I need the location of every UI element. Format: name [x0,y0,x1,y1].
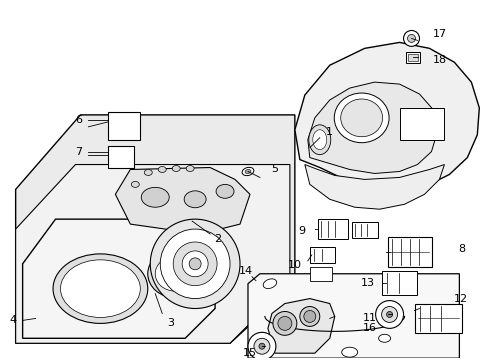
Text: 2: 2 [214,234,221,244]
Circle shape [247,332,275,360]
Circle shape [299,306,319,327]
Polygon shape [267,298,334,353]
Bar [108,146,134,167]
Bar [387,237,431,267]
Text: 12: 12 [453,293,468,303]
Circle shape [150,219,240,309]
Text: 17: 17 [431,30,446,40]
Text: 3: 3 [166,318,173,328]
Ellipse shape [131,181,139,187]
Bar [399,108,444,140]
Ellipse shape [312,130,326,150]
Polygon shape [16,165,289,343]
Ellipse shape [147,250,202,298]
Ellipse shape [184,191,205,208]
Bar [414,303,462,333]
Bar [108,112,140,140]
Text: 16: 16 [362,323,376,333]
Circle shape [189,258,201,270]
Circle shape [381,306,397,323]
Text: 4: 4 [9,315,16,325]
Circle shape [182,251,208,277]
Circle shape [303,310,315,323]
Ellipse shape [141,187,169,207]
Ellipse shape [53,254,147,323]
Circle shape [173,242,217,286]
Ellipse shape [144,170,152,175]
Ellipse shape [334,93,388,143]
Ellipse shape [263,279,276,288]
Text: 1: 1 [325,127,333,137]
Circle shape [403,31,419,46]
Polygon shape [22,219,215,338]
Ellipse shape [378,334,390,342]
Text: 9: 9 [298,226,305,236]
Bar [351,222,377,238]
Bar [381,271,416,294]
Polygon shape [115,167,249,234]
Ellipse shape [341,347,357,357]
Ellipse shape [61,260,140,318]
Ellipse shape [242,167,253,176]
Text: 15: 15 [243,348,257,358]
Bar [407,54,417,61]
Polygon shape [307,82,437,174]
Polygon shape [294,42,478,189]
Ellipse shape [186,166,194,171]
Ellipse shape [172,166,180,171]
Text: 14: 14 [239,266,253,276]
Circle shape [386,311,392,318]
Polygon shape [304,165,444,209]
Ellipse shape [244,170,250,174]
Polygon shape [16,115,294,343]
Text: 18: 18 [431,55,446,65]
Circle shape [277,316,291,330]
Ellipse shape [308,125,330,154]
Ellipse shape [216,184,234,198]
Circle shape [407,35,415,42]
Circle shape [253,338,269,354]
Text: 7: 7 [75,147,82,157]
Circle shape [259,343,264,349]
Text: 10: 10 [287,260,301,270]
Ellipse shape [158,167,166,172]
Text: 6: 6 [75,115,82,125]
Circle shape [160,229,229,298]
Circle shape [272,311,296,335]
Text: 11: 11 [362,314,376,323]
Text: 13: 13 [360,278,374,288]
Ellipse shape [340,99,382,137]
Ellipse shape [155,256,195,291]
Polygon shape [247,274,458,358]
Text: 8: 8 [457,244,464,254]
Circle shape [375,301,403,328]
Text: 5: 5 [271,165,278,175]
Bar [317,219,347,239]
Bar [405,52,419,63]
Bar [309,247,334,263]
Bar [309,267,331,281]
